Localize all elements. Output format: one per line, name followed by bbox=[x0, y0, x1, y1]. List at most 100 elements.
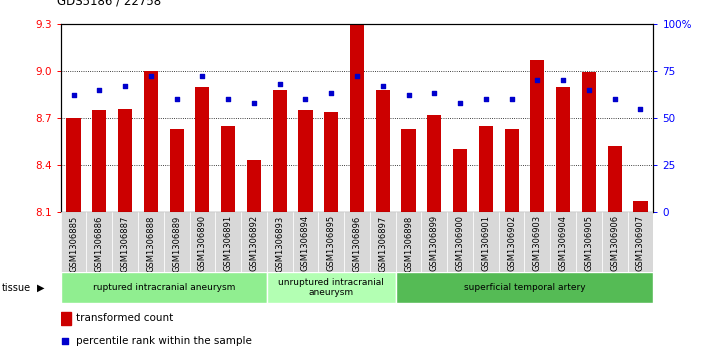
Bar bbox=[273, 90, 287, 212]
Bar bbox=[556, 86, 570, 212]
Bar bbox=[602, 212, 628, 272]
Bar bbox=[344, 212, 370, 272]
Text: unruptured intracranial
aneurysm: unruptured intracranial aneurysm bbox=[278, 278, 384, 297]
Text: GSM1306893: GSM1306893 bbox=[275, 215, 284, 272]
Text: GSM1306900: GSM1306900 bbox=[456, 215, 465, 272]
Bar bbox=[628, 212, 653, 272]
Text: GSM1306903: GSM1306903 bbox=[533, 215, 542, 272]
Bar bbox=[221, 126, 235, 212]
Point bbox=[558, 77, 569, 83]
Bar bbox=[112, 212, 138, 272]
Bar bbox=[479, 126, 493, 212]
Bar bbox=[241, 212, 267, 272]
Bar bbox=[505, 129, 518, 212]
Bar bbox=[189, 212, 216, 272]
Text: GSM1306907: GSM1306907 bbox=[636, 215, 645, 272]
Bar bbox=[61, 272, 267, 303]
Text: ▶: ▶ bbox=[37, 283, 45, 293]
Bar bbox=[531, 60, 545, 212]
Bar bbox=[118, 109, 132, 212]
Bar bbox=[144, 71, 158, 212]
Point bbox=[326, 90, 337, 96]
Point bbox=[351, 74, 363, 79]
Text: GSM1306886: GSM1306886 bbox=[95, 215, 104, 272]
Bar bbox=[453, 150, 467, 212]
Bar bbox=[550, 212, 576, 272]
Point bbox=[609, 96, 620, 102]
Bar bbox=[427, 115, 441, 212]
Point bbox=[532, 77, 543, 83]
Text: GSM1306891: GSM1306891 bbox=[223, 215, 233, 272]
Bar bbox=[608, 146, 622, 212]
Bar bbox=[293, 212, 318, 272]
Point bbox=[94, 87, 105, 93]
Text: GSM1306905: GSM1306905 bbox=[584, 215, 593, 272]
Bar bbox=[61, 312, 71, 325]
Point bbox=[635, 106, 646, 111]
Point bbox=[243, 238, 255, 244]
Bar bbox=[298, 110, 313, 212]
Point bbox=[68, 93, 79, 98]
Text: GSM1306904: GSM1306904 bbox=[558, 215, 568, 272]
Text: percentile rank within the sample: percentile rank within the sample bbox=[76, 336, 251, 346]
Bar bbox=[447, 212, 473, 272]
Bar bbox=[576, 212, 602, 272]
Point bbox=[248, 100, 260, 106]
Point bbox=[223, 96, 234, 102]
Point bbox=[583, 87, 595, 93]
Point bbox=[377, 83, 388, 89]
Bar bbox=[267, 212, 293, 272]
Point bbox=[300, 96, 311, 102]
Bar bbox=[92, 110, 106, 212]
Text: GDS5186 / 22758: GDS5186 / 22758 bbox=[57, 0, 161, 7]
Bar bbox=[318, 212, 344, 272]
Text: GSM1306906: GSM1306906 bbox=[610, 215, 619, 272]
Text: GSM1306899: GSM1306899 bbox=[430, 215, 439, 272]
Point bbox=[145, 74, 156, 79]
Bar bbox=[267, 272, 396, 303]
Bar bbox=[473, 212, 498, 272]
Bar bbox=[169, 129, 183, 212]
Text: GSM1306902: GSM1306902 bbox=[507, 215, 516, 272]
Text: GSM1306885: GSM1306885 bbox=[69, 215, 78, 272]
Bar bbox=[247, 160, 261, 212]
Bar bbox=[396, 212, 421, 272]
Text: GSM1306901: GSM1306901 bbox=[481, 215, 491, 272]
Bar bbox=[138, 212, 164, 272]
Point bbox=[506, 96, 518, 102]
Text: tissue: tissue bbox=[1, 283, 31, 293]
Point bbox=[171, 96, 182, 102]
Text: GSM1306892: GSM1306892 bbox=[249, 215, 258, 272]
Text: GSM1306887: GSM1306887 bbox=[121, 215, 130, 272]
Bar bbox=[498, 212, 525, 272]
Bar bbox=[350, 16, 364, 212]
Point bbox=[196, 74, 208, 79]
Bar bbox=[324, 112, 338, 212]
Text: GSM1306898: GSM1306898 bbox=[404, 215, 413, 272]
Point bbox=[454, 100, 466, 106]
Text: GSM1306897: GSM1306897 bbox=[378, 215, 387, 272]
Text: GSM1306894: GSM1306894 bbox=[301, 215, 310, 272]
Bar bbox=[525, 212, 550, 272]
Bar bbox=[370, 212, 396, 272]
Bar bbox=[196, 86, 209, 212]
Text: GSM1306896: GSM1306896 bbox=[353, 215, 361, 272]
Point bbox=[480, 96, 491, 102]
Bar bbox=[86, 212, 112, 272]
Text: superficial temporal artery: superficial temporal artery bbox=[463, 283, 585, 292]
Bar bbox=[633, 201, 648, 212]
Text: GSM1306889: GSM1306889 bbox=[172, 215, 181, 272]
Bar bbox=[66, 118, 81, 212]
Bar bbox=[376, 90, 390, 212]
Text: GSM1306895: GSM1306895 bbox=[327, 215, 336, 272]
Point bbox=[428, 90, 440, 96]
Bar bbox=[396, 272, 653, 303]
Text: ruptured intracranial aneurysm: ruptured intracranial aneurysm bbox=[93, 283, 235, 292]
Text: GSM1306888: GSM1306888 bbox=[146, 215, 156, 272]
Bar bbox=[61, 212, 86, 272]
Bar bbox=[164, 212, 189, 272]
Text: transformed count: transformed count bbox=[76, 314, 173, 323]
Point bbox=[274, 81, 286, 87]
Bar bbox=[421, 212, 447, 272]
Bar bbox=[582, 72, 596, 212]
